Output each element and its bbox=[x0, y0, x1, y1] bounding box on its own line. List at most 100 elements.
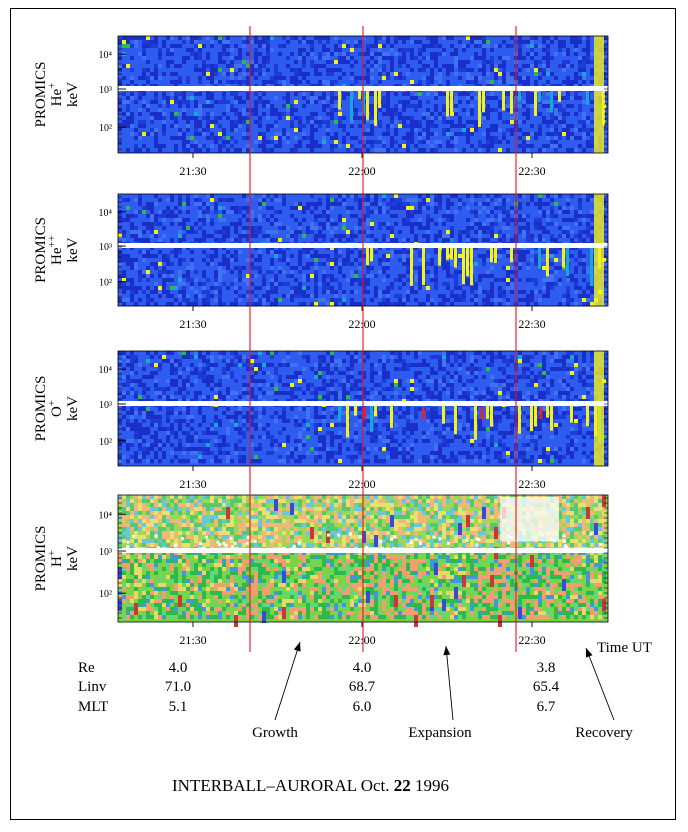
spectrogram-cell bbox=[494, 48, 499, 53]
spectrogram-cell bbox=[394, 100, 399, 105]
spectrogram-cell bbox=[194, 128, 199, 133]
spectrogram-cell bbox=[150, 72, 155, 77]
spectrogram-cell bbox=[238, 282, 243, 287]
spectrogram-cell bbox=[426, 124, 431, 129]
spectrogram-cell bbox=[486, 136, 491, 141]
spectrogram-cell bbox=[258, 64, 263, 69]
spectrogram-cell bbox=[158, 302, 163, 307]
spectrogram-cell bbox=[506, 148, 511, 153]
spectrogram-cell bbox=[238, 194, 243, 199]
spectrogram-cell bbox=[306, 64, 311, 69]
spectrogram-cell bbox=[458, 116, 463, 121]
count-pixel bbox=[206, 100, 210, 104]
spectrogram-cell bbox=[158, 214, 163, 219]
spectrogram-cell bbox=[286, 266, 291, 271]
spectrogram-cell bbox=[554, 40, 559, 45]
spectrogram-cell bbox=[490, 68, 495, 73]
spectrogram-cell bbox=[234, 132, 239, 137]
spectrogram-cell bbox=[414, 116, 419, 121]
count-pixel bbox=[346, 144, 350, 148]
spectrogram-cell bbox=[178, 148, 183, 153]
spectrogram-cell bbox=[210, 218, 215, 223]
spectrogram-cell bbox=[446, 40, 451, 45]
spectrogram-cell bbox=[246, 132, 251, 137]
spectrogram-cell bbox=[262, 278, 267, 283]
spectrogram-cell bbox=[126, 214, 131, 219]
spectrogram-cell bbox=[250, 116, 255, 121]
spectrogram-cell bbox=[262, 246, 267, 251]
spectrogram-cell bbox=[466, 72, 471, 77]
spectrogram-cell bbox=[566, 92, 571, 97]
spectrogram-cell bbox=[414, 36, 419, 41]
spectrogram-cell bbox=[442, 68, 447, 73]
spectrogram-cell bbox=[222, 214, 227, 219]
spectrogram-cell bbox=[254, 108, 259, 113]
spectrogram-cell bbox=[242, 100, 247, 105]
spectrogram-cell bbox=[138, 266, 143, 271]
spectrogram-cell bbox=[334, 100, 339, 105]
spectrogram-cell bbox=[406, 140, 411, 145]
spectrogram-cell bbox=[262, 258, 267, 263]
spectrogram-cell bbox=[234, 68, 239, 73]
spectrogram-cell bbox=[234, 104, 239, 109]
spectrogram-cell bbox=[538, 104, 543, 109]
spectrogram-cell bbox=[270, 286, 275, 291]
spectrogram-cell bbox=[490, 100, 495, 105]
spectrogram-cell bbox=[242, 136, 247, 141]
spectrogram-cell bbox=[550, 144, 555, 149]
spectrogram-cell bbox=[394, 120, 399, 125]
spectrogram-cell bbox=[446, 52, 451, 57]
spectrogram-cell bbox=[222, 48, 227, 53]
spectrogram-cell bbox=[482, 48, 487, 53]
spectrogram-cell bbox=[286, 202, 291, 207]
spectrogram-cell bbox=[142, 298, 147, 303]
spectrogram-cell bbox=[138, 230, 143, 235]
spectrogram-cell bbox=[162, 108, 167, 113]
spectrogram-cell bbox=[262, 80, 267, 85]
spectrogram-cell bbox=[326, 68, 331, 73]
spectrogram-cell bbox=[186, 262, 191, 267]
spectrogram-cell bbox=[458, 124, 463, 129]
spectrogram-cell bbox=[274, 144, 279, 149]
spectrogram-cell bbox=[210, 72, 215, 77]
spectrogram-cell bbox=[174, 202, 179, 207]
spectrogram-cell bbox=[182, 294, 187, 299]
spectrogram-cell bbox=[290, 230, 295, 235]
spectrogram-cell bbox=[166, 226, 171, 231]
spectrogram-cell bbox=[482, 64, 487, 69]
spectrogram-cell bbox=[266, 250, 271, 255]
spectrogram-cell bbox=[278, 254, 283, 259]
spectrogram-cell bbox=[198, 64, 203, 69]
spectrogram-cell bbox=[462, 140, 467, 145]
spectrogram-cell bbox=[398, 80, 403, 85]
spectrogram-cell bbox=[298, 234, 303, 239]
spectrogram-cell bbox=[570, 140, 575, 145]
spectrogram-cell bbox=[274, 294, 279, 299]
spectrogram-cell bbox=[182, 80, 187, 85]
spectrogram-cell bbox=[230, 290, 235, 295]
spectrogram-cell bbox=[438, 140, 443, 145]
spectrogram-cell bbox=[154, 266, 159, 271]
spectrogram-cell bbox=[390, 48, 395, 53]
spectrogram-cell bbox=[138, 238, 143, 243]
count-pixel bbox=[418, 92, 422, 96]
spectrogram-cell bbox=[530, 56, 535, 61]
spectrogram-cell bbox=[582, 36, 587, 41]
spectrogram-cell bbox=[138, 270, 143, 275]
spectrogram-cell bbox=[146, 116, 151, 121]
spectrogram-cell bbox=[138, 124, 143, 129]
spectrogram-cell bbox=[154, 112, 159, 117]
spectrogram-cell bbox=[570, 80, 575, 85]
spectrogram-cell bbox=[282, 218, 287, 223]
spectrogram-cell bbox=[126, 124, 131, 129]
spectrogram-cell bbox=[142, 120, 147, 125]
spectrogram-cell bbox=[338, 44, 343, 49]
spectrogram-cell bbox=[230, 246, 235, 251]
spectrogram-cell bbox=[214, 290, 219, 295]
spectrogram-cell bbox=[586, 52, 591, 57]
spectrogram-cell bbox=[566, 76, 571, 81]
spectrogram-cell bbox=[282, 128, 287, 133]
spectrogram-cell bbox=[506, 124, 511, 129]
spectrogram-cell bbox=[402, 36, 407, 41]
spectrogram-cell bbox=[390, 128, 395, 133]
